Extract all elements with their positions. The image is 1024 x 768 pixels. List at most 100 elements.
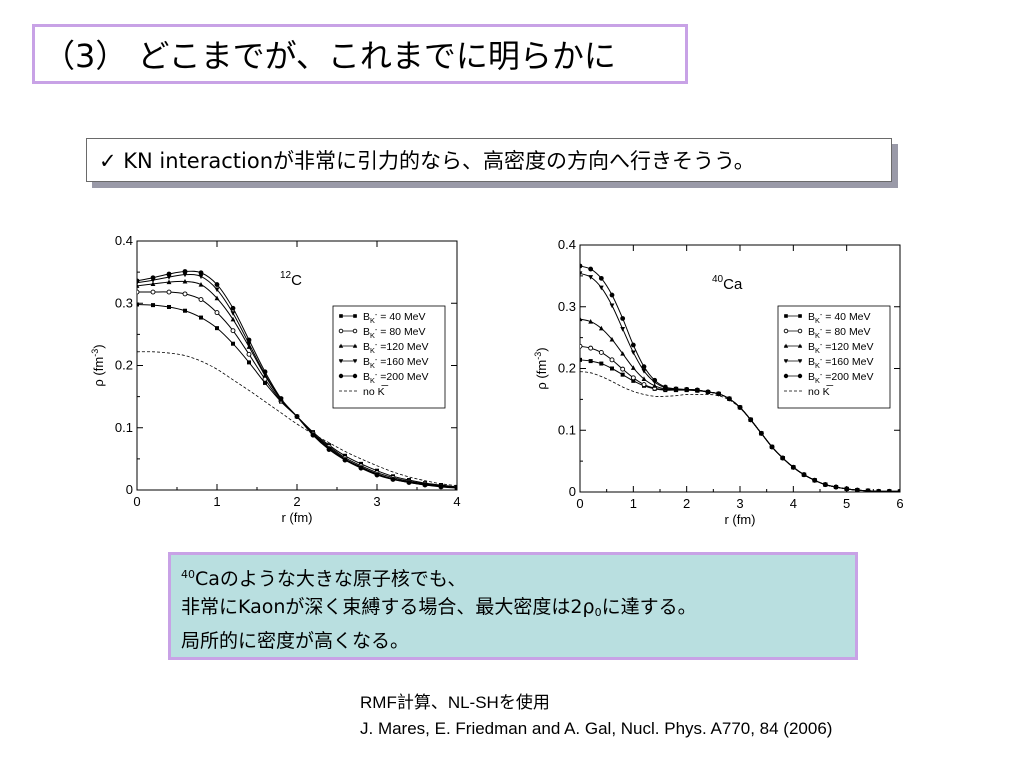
data-point [182, 278, 188, 284]
y-tick-label: 0.4 [558, 237, 576, 252]
data-point [166, 289, 172, 295]
series-group [580, 263, 900, 492]
legend-label: BK- = 80 MeV [808, 325, 871, 340]
data-point [150, 275, 156, 281]
data-point [641, 376, 647, 381]
x-tick-label: 2 [293, 494, 300, 509]
legend-marker [352, 359, 358, 364]
series-line-5 [137, 351, 457, 487]
data-point [737, 405, 743, 410]
data-point [662, 384, 668, 390]
data-point [630, 350, 636, 356]
data-point [374, 472, 380, 478]
data-point [137, 283, 140, 288]
data-point [580, 357, 582, 362]
legend-label: BK- = 40 MeV [363, 310, 426, 325]
y-tick-label: 0.2 [558, 361, 576, 376]
legend-label: no K [363, 386, 385, 398]
data-point [641, 364, 647, 370]
data-point [137, 289, 140, 295]
legend-marker [338, 373, 344, 379]
y-tick-label: 0 [126, 482, 133, 497]
legend-marker [353, 314, 357, 318]
data-point [230, 311, 236, 316]
y-axis-label: ρ (fm-3) [90, 344, 106, 386]
data-point [198, 270, 204, 276]
legend-label: BK- =120 MeV [363, 340, 428, 355]
x-tick-label: 1 [630, 496, 637, 511]
data-point [641, 368, 647, 374]
legend-marker [783, 359, 789, 364]
legend-marker [352, 343, 358, 348]
data-point [198, 297, 204, 302]
data-point [609, 292, 615, 298]
legend-label: BK- = 80 MeV [363, 325, 426, 340]
nucleus-label: 12C [280, 270, 302, 289]
x-tick-label: 0 [133, 494, 140, 509]
series-group [137, 269, 457, 490]
info-line-2-pre: 非常にKaonが深く束縛する場合、最大密度は2ρ [181, 596, 595, 618]
data-point [137, 278, 140, 284]
reference-line-2: J. Mares, E. Friedman and A. Gal, Nucl. … [360, 719, 833, 738]
legend-label: BK- = 40 MeV [808, 310, 871, 325]
x-tick-label: 3 [736, 496, 743, 511]
legend-marker [783, 328, 789, 334]
data-point [231, 341, 235, 346]
data-point [599, 361, 604, 366]
data-point [598, 349, 604, 355]
data-point [198, 281, 204, 287]
data-point [630, 342, 636, 348]
data-point [246, 337, 252, 343]
y-tick-label: 0.2 [115, 358, 133, 373]
data-point [705, 389, 711, 395]
data-point [422, 482, 428, 488]
data-point [598, 285, 604, 291]
data-point [580, 343, 583, 349]
data-point [580, 263, 583, 269]
data-point [726, 396, 732, 402]
data-point [198, 274, 204, 280]
legend-marker [352, 373, 358, 379]
data-point [620, 316, 626, 321]
info-line-3: 局所的に密度が高くなる。 [181, 630, 410, 652]
data-point [580, 271, 583, 277]
data-point [609, 303, 615, 309]
info-box: 40Caのような大きな原子核でも、 非常にKaonが深く束縛する場合、最大密度は… [168, 552, 858, 660]
y-tick-label: 0.3 [115, 295, 133, 310]
data-point [620, 326, 626, 332]
data-point [150, 289, 156, 295]
y-tick-label: 0.4 [115, 233, 133, 248]
data-point [598, 275, 604, 281]
data-point [610, 366, 614, 371]
data-point [358, 465, 364, 471]
data-point [214, 310, 220, 316]
data-point [166, 279, 172, 285]
y-tick-label: 0 [569, 484, 576, 499]
data-point [897, 488, 900, 492]
data-point [230, 316, 236, 322]
legend-marker [339, 314, 343, 318]
data-point [167, 304, 171, 309]
data-point [214, 282, 220, 287]
legend-marker [797, 328, 803, 334]
data-point [598, 325, 604, 331]
legend-marker [798, 314, 802, 318]
x-tick-label: 4 [790, 496, 797, 511]
info-line-2: 非常にKaonが深く束縛する場合、最大密度は2ρ0に達する。 [181, 593, 845, 627]
nucleus-label: 40Ca [712, 274, 743, 293]
info-line-2-sub: 0 [594, 606, 602, 619]
data-point [588, 359, 593, 364]
data-point [588, 266, 594, 272]
legend-marker [338, 359, 344, 364]
data-point [620, 372, 625, 377]
data-point [438, 484, 444, 490]
references: RMF計算、NL-SHを使用 J. Mares, E. Friedman and… [360, 690, 832, 742]
legend-marker [783, 343, 789, 348]
y-tick-label: 0.3 [558, 299, 576, 314]
x-tick-label: 0 [576, 496, 583, 511]
bullet-box: ✓ KN interactionが非常に引力的なら、高密度の方向へ行きそうう。 [86, 138, 892, 182]
legend-label: BK- =120 MeV [808, 340, 873, 355]
data-point [326, 447, 332, 452]
